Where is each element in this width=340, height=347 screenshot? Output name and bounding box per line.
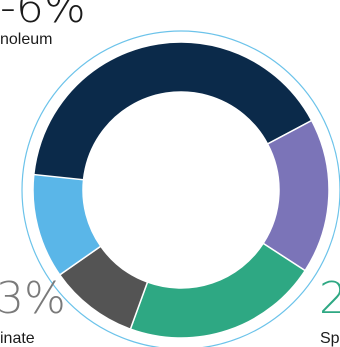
label-top-value: -6%	[0, 0, 86, 33]
label-bottom-left-value: 3%	[0, 273, 66, 324]
donut-slice-1	[262, 119, 330, 272]
label-top-name: noleum	[0, 31, 52, 48]
outer-ring	[21, 30, 340, 347]
donut-slice-0	[32, 41, 313, 274]
donut-slice-4	[32, 173, 102, 276]
donut-slice-2	[129, 242, 307, 339]
label-bottom-right-name: Sp	[320, 330, 340, 347]
label-bottom-left-name: inate	[0, 330, 35, 347]
donut-slices	[32, 41, 330, 339]
label-bottom-right-value: 2	[319, 273, 340, 324]
